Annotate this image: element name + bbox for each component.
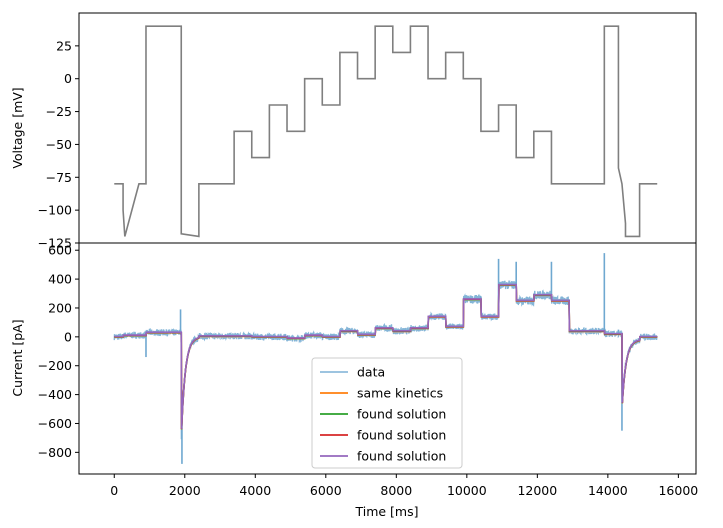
time-x-tick-label: 2000: [169, 483, 201, 498]
legend-entries: data same kinetics found solution found sol…: [320, 365, 446, 464]
current-y-tick-label: −600: [38, 416, 72, 431]
voltage-y-tick-label: −75: [46, 170, 72, 185]
time-x-ticks: 0 2000 4000 6000 8000 10000 12000 14000 16000: [110, 474, 698, 498]
legend-label: found solution: [357, 407, 446, 422]
time-x-tick-label: 10000: [447, 483, 487, 498]
time-x-tick-label: 14000: [588, 483, 628, 498]
legend-label: data: [357, 365, 385, 380]
current-y-tick-label: −400: [38, 387, 72, 402]
voltage-y-ticks: −125 −100 −75 −50 −25 0 25: [38, 38, 79, 251]
voltage-y-tick-label: −100: [38, 203, 72, 218]
series-found-solution-line: [114, 283, 658, 429]
legend-label: found solution: [357, 449, 446, 464]
legend-label: found solution: [357, 428, 446, 443]
voltage-y-tick-label: 0: [64, 71, 72, 86]
voltage-y-axis-label: Voltage [mV]: [10, 87, 25, 168]
legend: data same kinetics found solution found sol…: [311, 357, 463, 469]
voltage-y-tick-label: 25: [56, 38, 72, 53]
current-y-ticks: −800 −600 −400 −200 0 200 400 600: [38, 243, 79, 460]
current-panel: −800 −600 −400 −200 0 200 400 600 0 2000 4000 6000…: [10, 242, 698, 519]
current-y-axis-label: Current [pA]: [10, 319, 25, 396]
time-x-tick-label: 6000: [310, 483, 342, 498]
voltage-y-tick-label: −50: [46, 137, 72, 152]
voltage-protocol-line: [114, 25, 658, 238]
current-y-tick-label: 0: [64, 329, 72, 344]
current-y-tick-label: −800: [38, 445, 72, 460]
time-x-tick-label: 16000: [658, 483, 698, 498]
voltage-y-tick-label: −125: [38, 236, 72, 251]
current-series-layer: [113, 253, 658, 464]
current-y-tick-label: −200: [38, 358, 72, 373]
current-y-tick-label: 600: [48, 243, 72, 258]
current-axes-frame: [78, 242, 697, 475]
time-x-tick-label: 8000: [380, 483, 412, 498]
time-x-tick-label: 0: [110, 483, 118, 498]
time-x-tick-label: 12000: [517, 483, 557, 498]
voltage-y-tick-label: −25: [46, 104, 72, 119]
current-y-tick-label: 200: [48, 300, 72, 315]
legend-box: [311, 357, 463, 469]
time-x-axis-label: Time [ms]: [354, 504, 418, 519]
legend-label: same kinetics: [357, 386, 443, 401]
voltage-series-layer: [114, 25, 658, 238]
current-y-tick-label: 400: [48, 272, 72, 287]
time-x-tick-label: 4000: [239, 483, 271, 498]
